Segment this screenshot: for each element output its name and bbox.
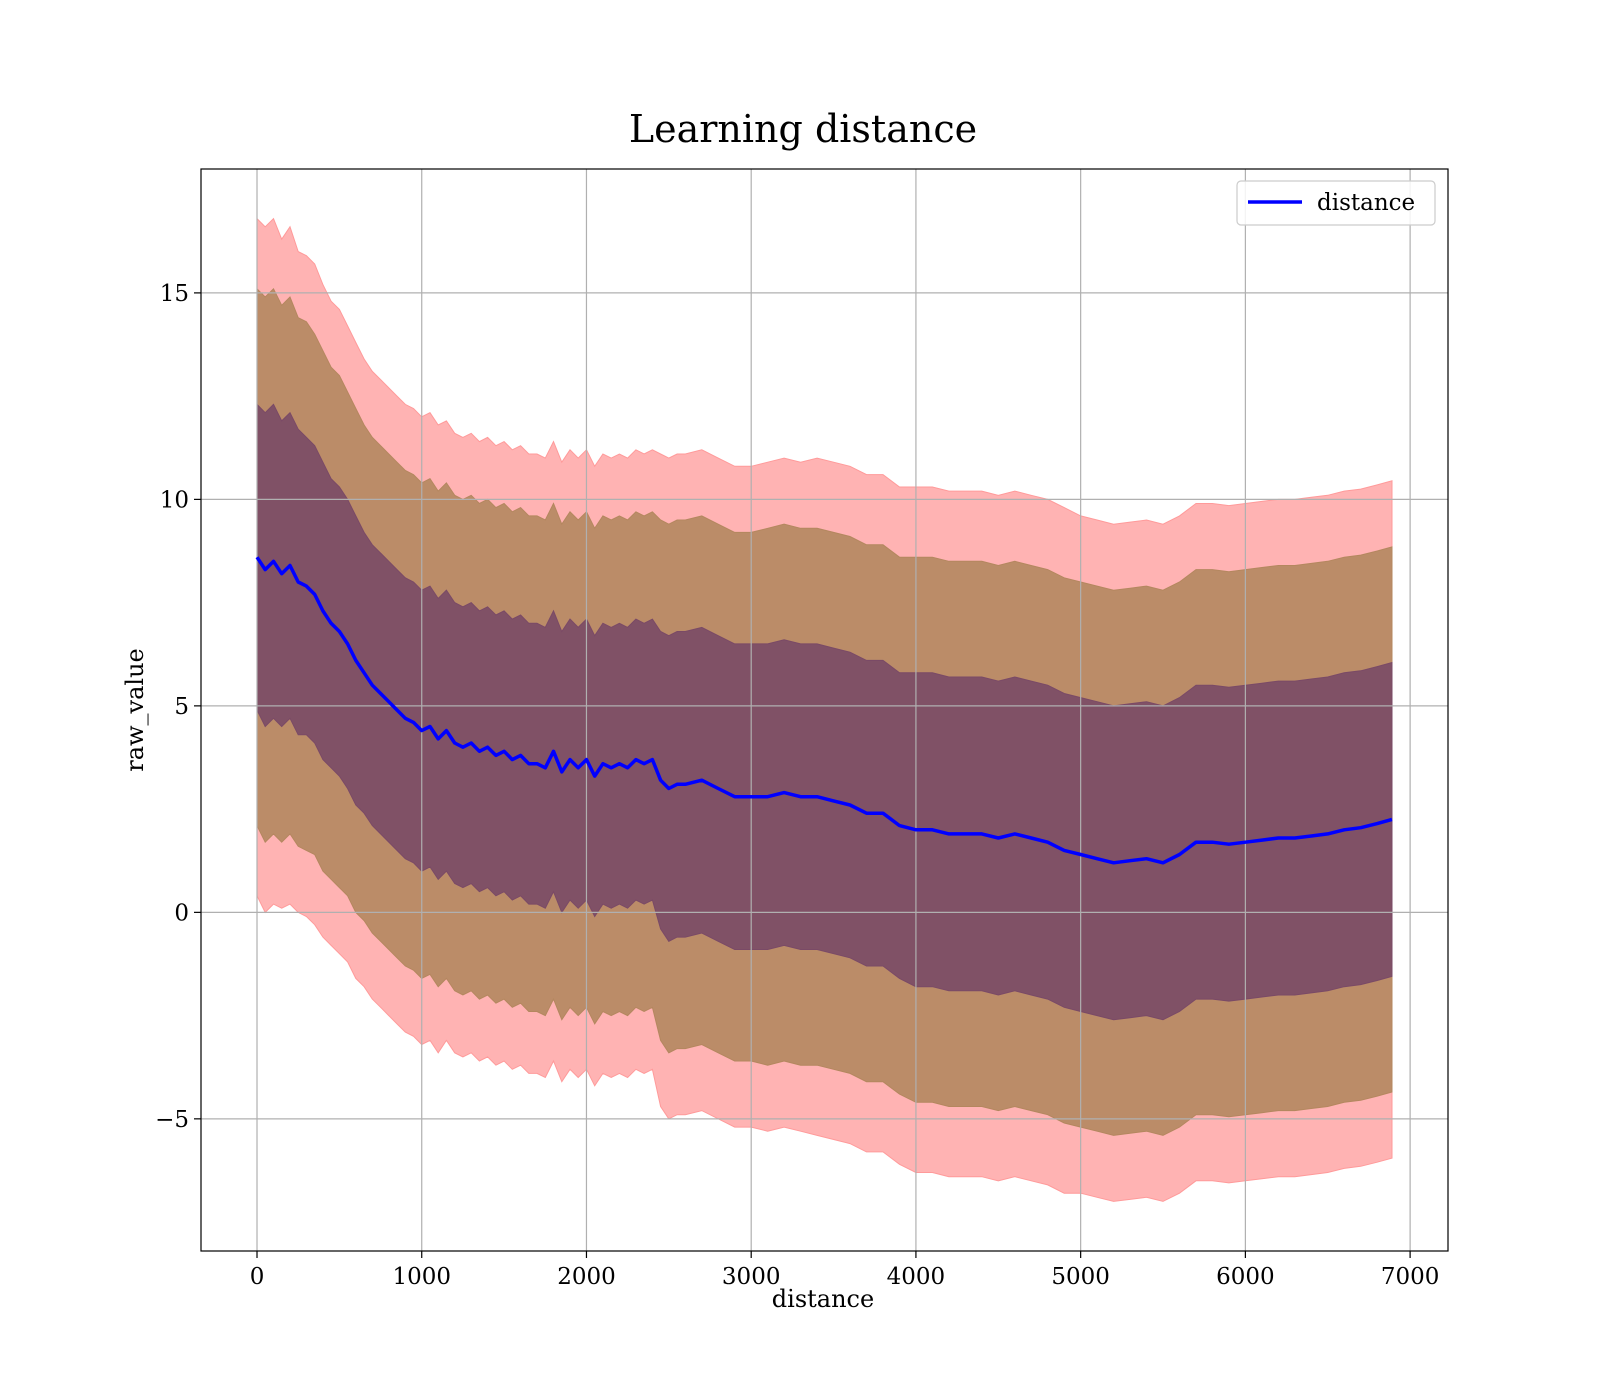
legend: distance <box>1236 180 1436 226</box>
x-axis-label: distance <box>772 1285 874 1313</box>
x-tick-label: 1000 <box>392 1264 451 1290</box>
legend-box <box>1236 180 1436 226</box>
plot-area <box>200 168 1449 1252</box>
y-tick-label: 15 <box>160 281 189 307</box>
x-axis-ticks: 0 1000 2000 3000 4000 5000 6000 7000 <box>250 1251 1440 1290</box>
y-tick-label: −5 <box>155 1107 189 1133</box>
x-tick-label: 5000 <box>1051 1264 1110 1290</box>
x-tick-label: 3000 <box>722 1264 781 1290</box>
grid-lines <box>201 169 1448 1251</box>
y-axis-label: raw_value <box>121 648 149 772</box>
confidence-bands <box>256 217 1393 1202</box>
x-tick-label: 7000 <box>1381 1264 1440 1290</box>
y-tick-label: 10 <box>160 487 189 513</box>
chart-title: Learning distance <box>629 107 977 151</box>
band-inner <box>256 403 1393 1021</box>
y-axis-ticks: −5 0 5 10 15 <box>155 281 201 1133</box>
x-tick-label: 6000 <box>1216 1264 1275 1290</box>
series-line-distance <box>255 556 1393 865</box>
x-tick-label: 4000 <box>887 1264 946 1290</box>
x-tick-label: 0 <box>250 1264 265 1290</box>
y-tick-label: 5 <box>174 694 189 720</box>
legend-label-distance: distance <box>1317 190 1415 216</box>
axes-frame <box>200 168 1449 1252</box>
x-tick-label: 2000 <box>557 1264 616 1290</box>
y-tick-label: 0 <box>174 900 189 926</box>
